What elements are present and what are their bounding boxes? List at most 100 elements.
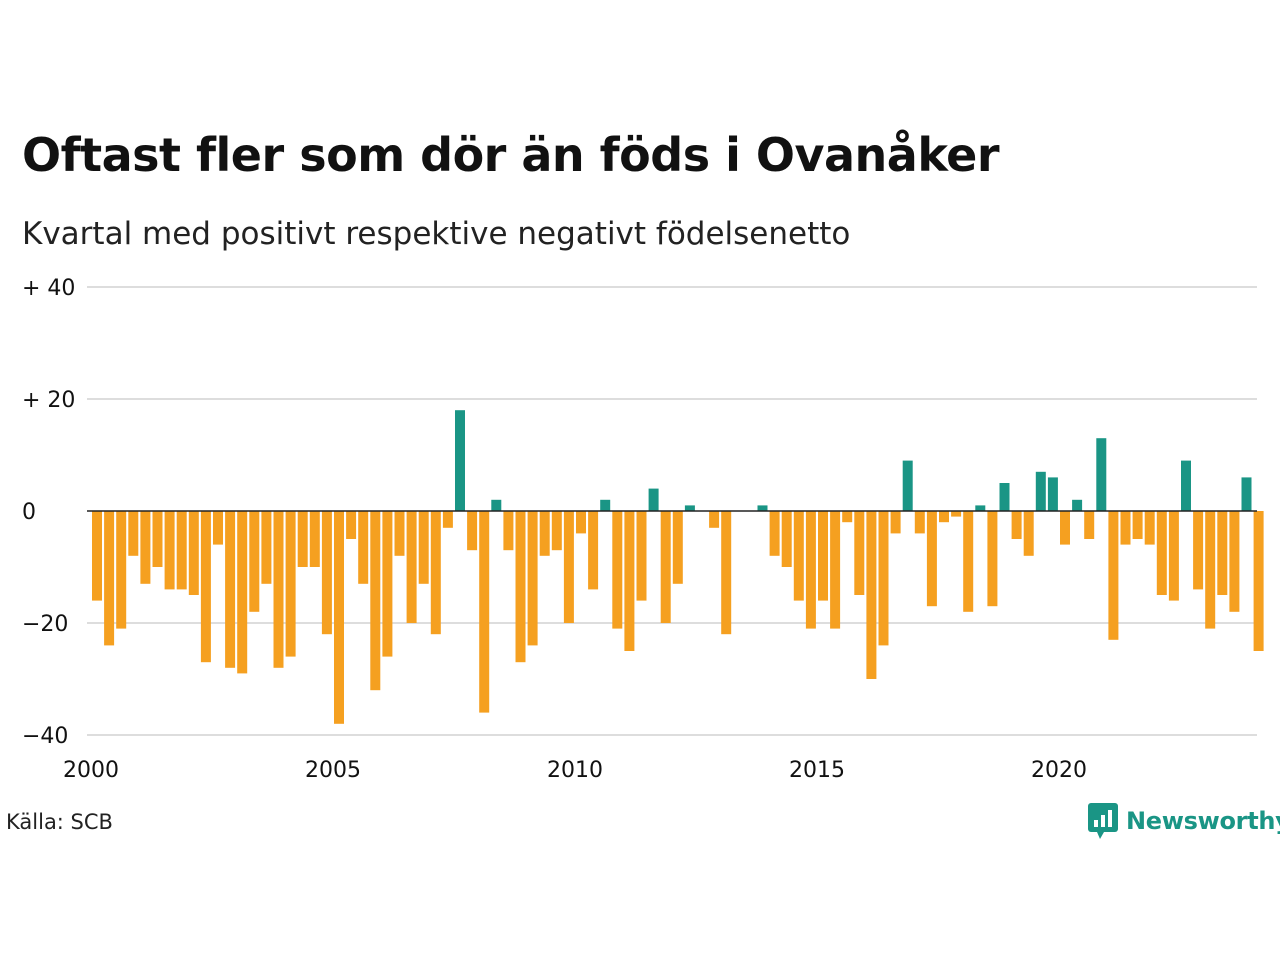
bar-negative	[1253, 511, 1264, 651]
bar-negative	[1084, 511, 1095, 539]
bar-negative	[237, 511, 248, 674]
bar-negative	[346, 511, 357, 539]
bar-negative	[225, 511, 236, 668]
y-tick-label: 0	[22, 500, 36, 525]
bar-negative	[406, 511, 417, 623]
bar-negative	[1144, 511, 1155, 545]
bar-negative	[588, 511, 599, 590]
bar-negative	[890, 511, 901, 534]
bar-negative	[805, 511, 816, 629]
bar-negative	[624, 511, 635, 651]
x-tick-label: 2000	[63, 758, 119, 783]
bar-negative	[116, 511, 127, 629]
bar-negative	[1060, 511, 1070, 545]
bar-negative	[963, 511, 974, 612]
bar-negative	[1011, 511, 1022, 539]
bar-negative	[721, 511, 732, 635]
bar-negative	[92, 511, 102, 601]
bar-negative	[1205, 511, 1216, 629]
source-note: Källa: SCB	[6, 810, 113, 834]
bar-positive	[999, 483, 1010, 511]
bar-negative	[1217, 511, 1228, 595]
bar-negative	[479, 511, 490, 713]
bar-positive	[1241, 477, 1252, 511]
bar-negative	[370, 511, 381, 691]
bar-negative	[781, 511, 792, 567]
bar-negative	[334, 511, 344, 724]
bar-negative	[793, 511, 804, 601]
bar-negative	[394, 511, 405, 556]
bar-negative	[1229, 511, 1240, 612]
bar-negative	[563, 511, 574, 623]
y-tick-label: + 20	[22, 388, 75, 413]
bar-negative	[515, 511, 526, 663]
bar-negative	[939, 511, 949, 523]
bar-negative	[140, 511, 151, 584]
bar-negative	[467, 511, 478, 551]
bar-positive	[1035, 471, 1046, 511]
bar-negative	[769, 511, 780, 556]
chart-subtitle: Kvartal med positivt respektive negativt…	[22, 216, 851, 252]
bar-negative	[987, 511, 998, 607]
bar-negative	[430, 511, 441, 635]
bar-positive	[1072, 499, 1083, 511]
bar-negative	[672, 511, 683, 584]
bar-negative	[176, 511, 187, 590]
bar-negative	[442, 511, 453, 528]
bar-negative	[1193, 511, 1204, 590]
bar-negative	[951, 511, 962, 517]
x-tick-label: 2010	[547, 758, 603, 783]
brand-logo[interactable]: Newsworthy	[1088, 803, 1280, 839]
newsworthy-logo-icon	[1088, 803, 1118, 839]
bar-negative	[164, 511, 175, 590]
bar-negative	[418, 511, 429, 584]
bar-negative	[866, 511, 877, 679]
bar-negative	[1168, 511, 1179, 601]
bar-negative	[878, 511, 889, 646]
bar-negative	[213, 511, 223, 545]
bar-positive	[902, 460, 913, 511]
bar-negative	[285, 511, 296, 657]
bar-negative	[842, 511, 853, 523]
bar-negative	[660, 511, 671, 623]
bar-negative	[1120, 511, 1131, 545]
bar-negative	[261, 511, 272, 584]
bar-negative	[1132, 511, 1143, 539]
bar-negative	[551, 511, 562, 551]
chart-title: Oftast fler som dör än föds i Ovanåker	[22, 128, 1000, 182]
bar-positive	[491, 499, 502, 511]
bar-negative	[636, 511, 647, 601]
bar-positive	[1047, 477, 1058, 511]
bar-negative	[709, 511, 720, 528]
bar-negative	[321, 511, 332, 635]
x-tick-label: 2005	[305, 758, 361, 783]
bar-negative	[309, 511, 320, 567]
x-tick-label: 2020	[1031, 758, 1087, 783]
bar-negative	[854, 511, 865, 595]
bar-negative	[200, 511, 211, 663]
bar-positive	[648, 488, 659, 511]
bar-negative	[104, 511, 115, 646]
bar-negative	[503, 511, 514, 551]
bar-negative	[576, 511, 586, 534]
bar-positive	[455, 410, 465, 511]
bar-positive	[1096, 438, 1107, 511]
bar-positive	[975, 505, 986, 511]
bar-negative	[818, 511, 828, 601]
bar-negative	[188, 511, 199, 595]
bar-negative	[1023, 511, 1034, 556]
bar-positive	[757, 505, 768, 511]
bar-chart: + 40 + 20 0 −20 −40 2000 2005 2010 2015 2020	[22, 276, 1264, 783]
x-tick-label: 2015	[789, 758, 845, 783]
bar-negative	[1156, 511, 1167, 595]
bar-negative	[128, 511, 139, 556]
bar-negative	[612, 511, 623, 629]
bar-negative	[273, 511, 284, 668]
bar-negative	[358, 511, 369, 584]
y-tick-label: −40	[22, 724, 68, 749]
bar-negative	[830, 511, 841, 629]
y-tick-label: + 40	[22, 276, 75, 301]
bar-negative	[539, 511, 550, 556]
bar-positive	[684, 505, 695, 511]
bar-negative	[926, 511, 937, 607]
